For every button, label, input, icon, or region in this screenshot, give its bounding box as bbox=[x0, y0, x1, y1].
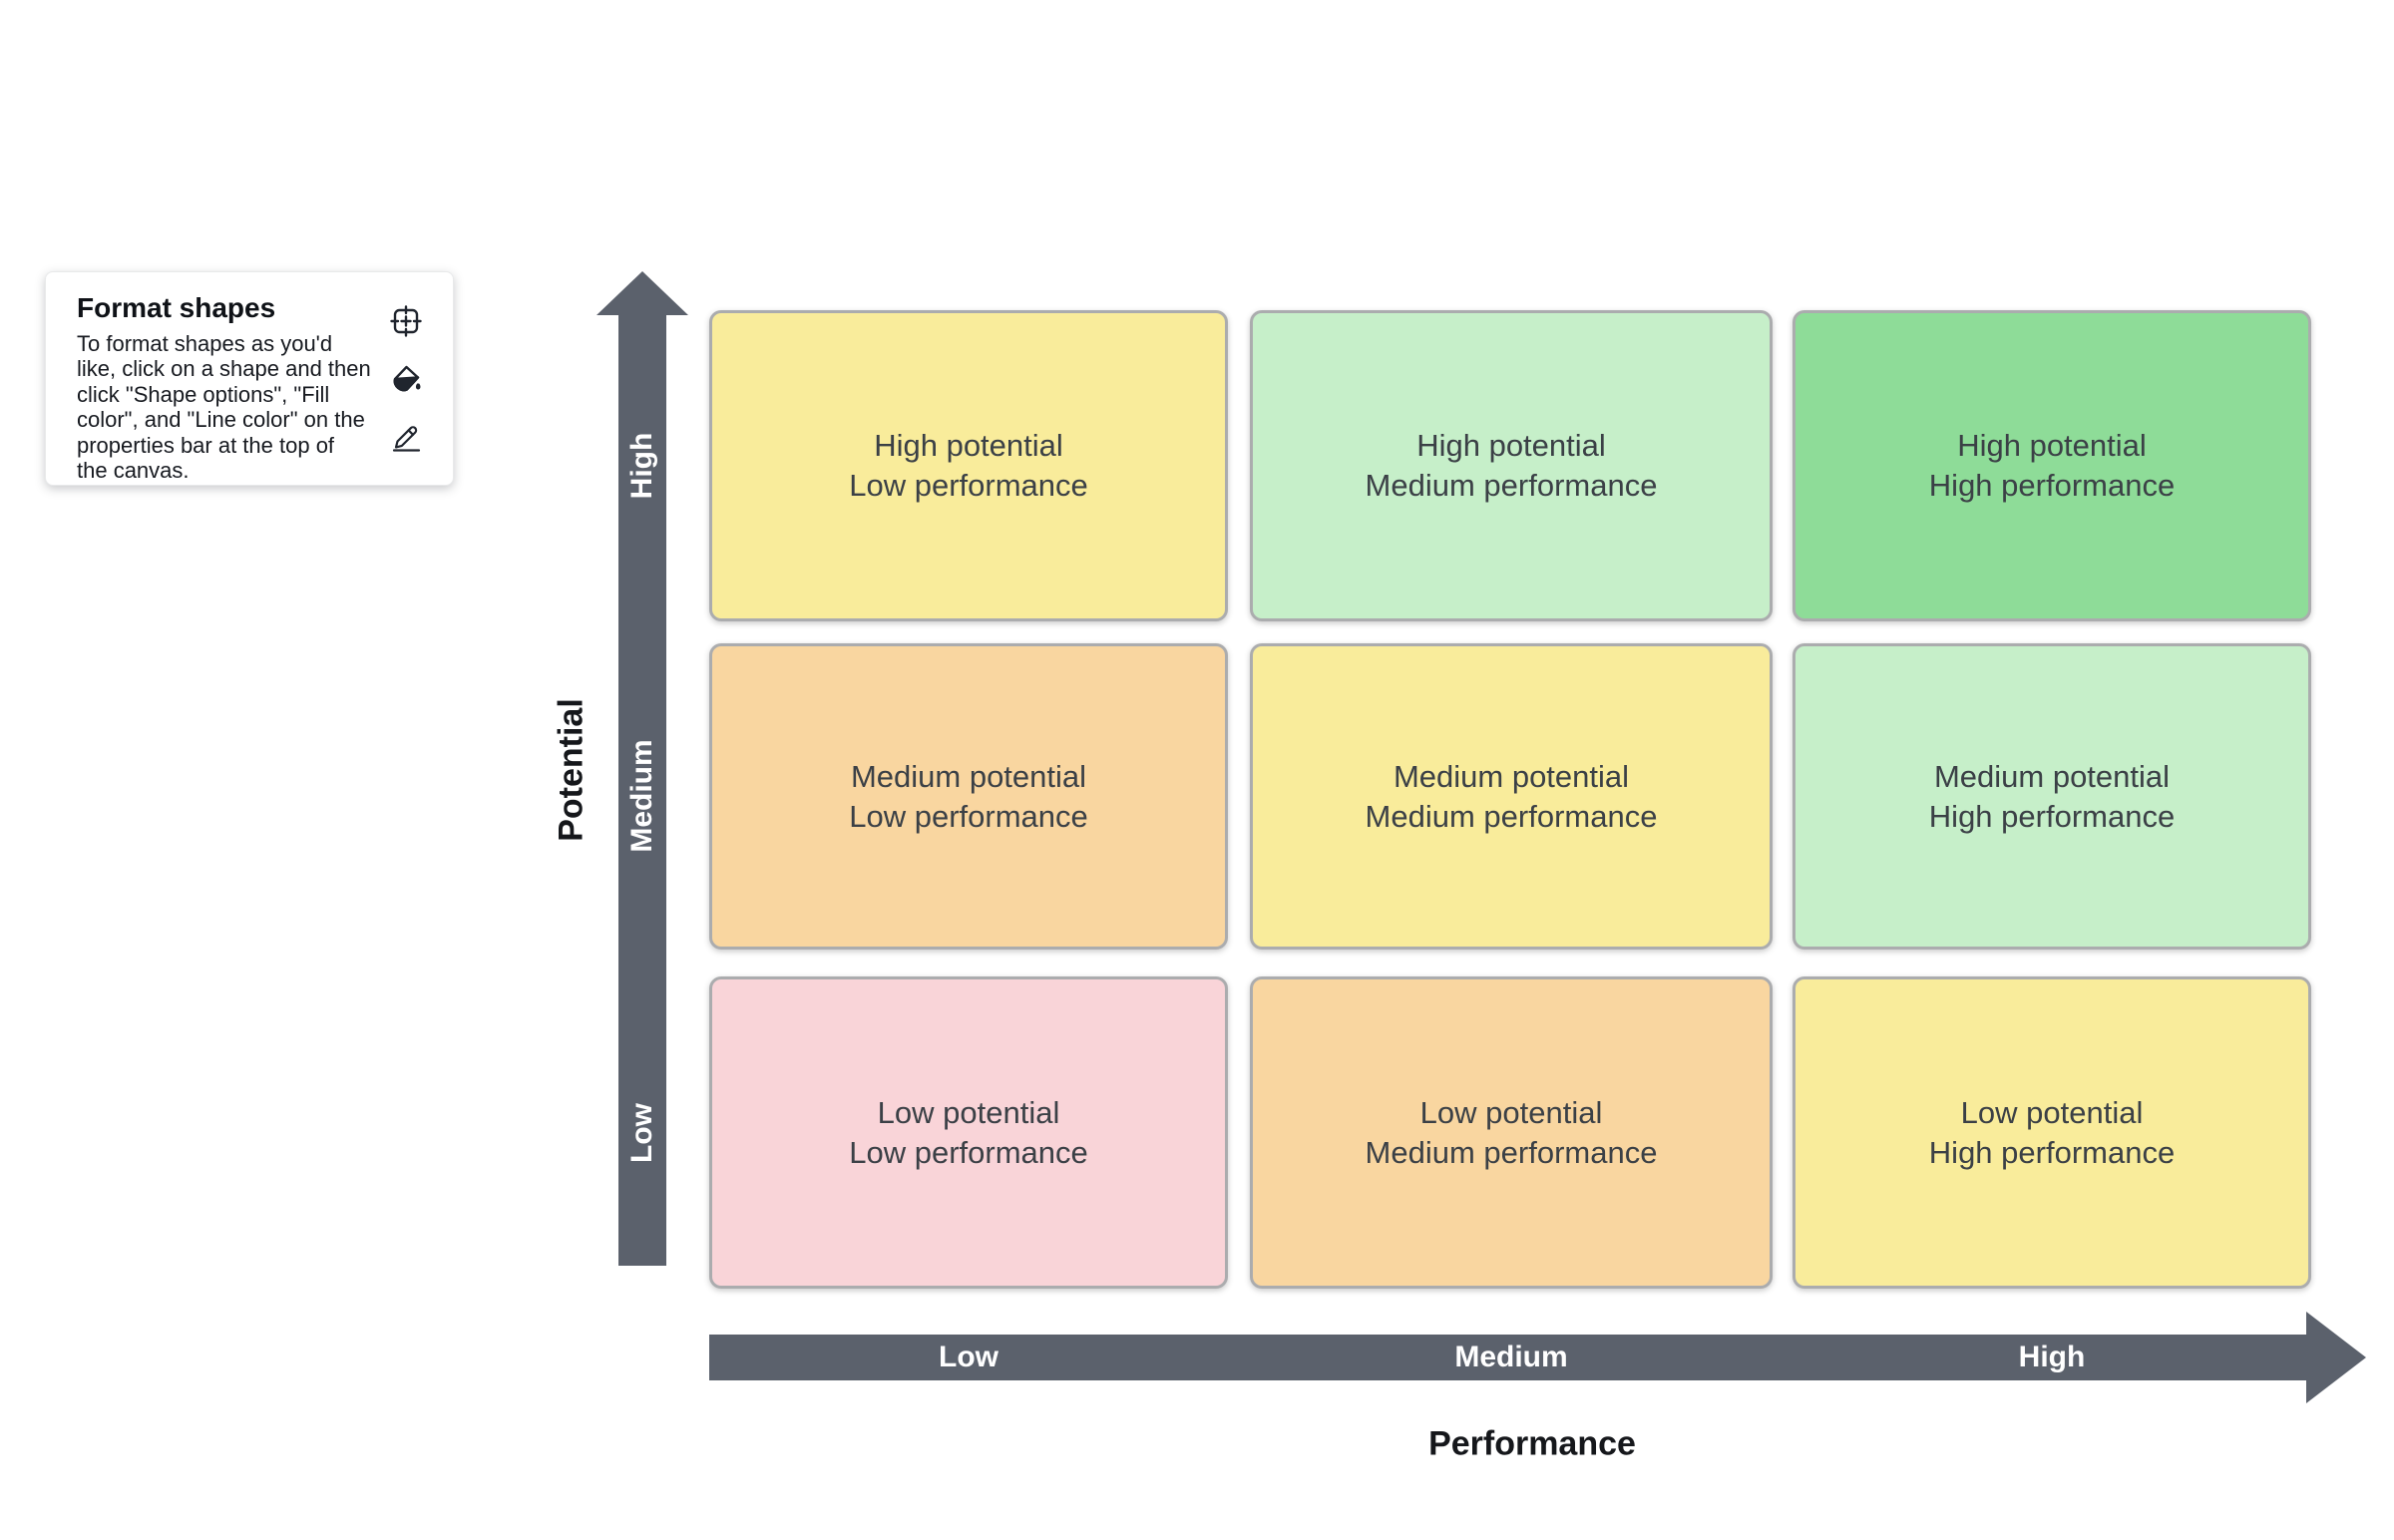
potential-tick-high: High bbox=[625, 432, 658, 500]
cell-text-line1: Low potential bbox=[1419, 1094, 1603, 1130]
performance-axis-title: Performance bbox=[1428, 1424, 1636, 1463]
matrix-cell-medium-potential-high-performance[interactable]: Medium potential High performance bbox=[1793, 643, 2311, 950]
shape-options-icon bbox=[388, 303, 424, 339]
tooltip-body: To format shapes as you'd like, click on… bbox=[77, 331, 371, 483]
potential-axis-title: Potential bbox=[552, 698, 591, 842]
tooltip-body-line: like, click on a shape and then bbox=[77, 356, 371, 382]
matrix-cell-high-potential-high-performance[interactable]: High potential High performance bbox=[1793, 310, 2311, 621]
tooltip-title: Format shapes bbox=[77, 292, 276, 323]
performance-tick-medium: Medium bbox=[1454, 1341, 1568, 1373]
matrix-cell-high-potential-low-performance[interactable]: High potential Low performance bbox=[709, 310, 1228, 621]
matrix-cell-low-potential-low-performance[interactable]: Low potential Low performance bbox=[709, 976, 1228, 1289]
cell-text-line1: Medium potential bbox=[850, 758, 1087, 794]
cell-text-line1: Low potential bbox=[1960, 1094, 2144, 1130]
matrix-cell-high-potential-medium-performance[interactable]: High potential Medium performance bbox=[1250, 310, 1773, 621]
tooltip-body-line: click "Shape options", "Fill bbox=[77, 381, 330, 407]
cell-text-line2: Low performance bbox=[849, 1134, 1088, 1170]
tooltip-body-line: the canvas. bbox=[77, 458, 190, 484]
cell-text-line1: Medium potential bbox=[1393, 758, 1630, 794]
cell-text-line2: Low performance bbox=[849, 798, 1088, 834]
cell-text-line1: High potential bbox=[874, 428, 1063, 463]
cell-text-line2: Medium performance bbox=[1365, 798, 1658, 834]
potential-axis-arrowhead bbox=[597, 271, 688, 315]
potential-tick-low: Low bbox=[625, 1103, 658, 1163]
cell-text-line2: High performance bbox=[1928, 798, 2176, 834]
potential-axis-arrow[interactable] bbox=[618, 314, 666, 1266]
cell-text-line2: Medium performance bbox=[1365, 468, 1658, 503]
matrix-cell-low-potential-medium-performance[interactable]: Low potential Medium performance bbox=[1250, 976, 1773, 1289]
cell-text-line1: High potential bbox=[1957, 428, 2147, 463]
cell-text-line1: Low potential bbox=[877, 1094, 1060, 1130]
performance-axis-arrowhead bbox=[2306, 1312, 2366, 1403]
potential-tick-medium: Medium bbox=[625, 739, 658, 853]
matrix-cell-low-potential-high-performance[interactable]: Low potential High performance bbox=[1793, 976, 2311, 1289]
matrix-cell-medium-potential-low-performance[interactable]: Medium potential Low performance bbox=[709, 643, 1228, 950]
tooltip-body-line: color", and "Line color" on the bbox=[77, 407, 365, 433]
tooltip-body-line: To format shapes as you'd bbox=[77, 331, 333, 356]
performance-axis-arrow[interactable] bbox=[709, 1335, 2306, 1380]
tooltip-body-line: properties bar at the top of bbox=[77, 432, 335, 458]
cell-text-line1: High potential bbox=[1416, 428, 1606, 463]
cell-text-line1: Medium potential bbox=[1933, 758, 2171, 794]
performance-tick-low: Low bbox=[939, 1341, 998, 1373]
format-shapes-tooltip-card[interactable]: Format shapes To format shapes as you'd … bbox=[45, 271, 454, 486]
fill-color-icon bbox=[388, 360, 424, 396]
matrix-cell-medium-potential-medium-performance[interactable]: Medium potential Medium performance bbox=[1250, 643, 1773, 950]
cell-text-line2: High performance bbox=[1928, 468, 2176, 503]
cell-text-line2: High performance bbox=[1928, 1134, 2176, 1170]
line-color-icon bbox=[388, 417, 424, 453]
performance-tick-high: High bbox=[2018, 1341, 2086, 1373]
cell-text-line2: Low performance bbox=[849, 468, 1088, 503]
cell-text-line2: Medium performance bbox=[1365, 1134, 1658, 1170]
